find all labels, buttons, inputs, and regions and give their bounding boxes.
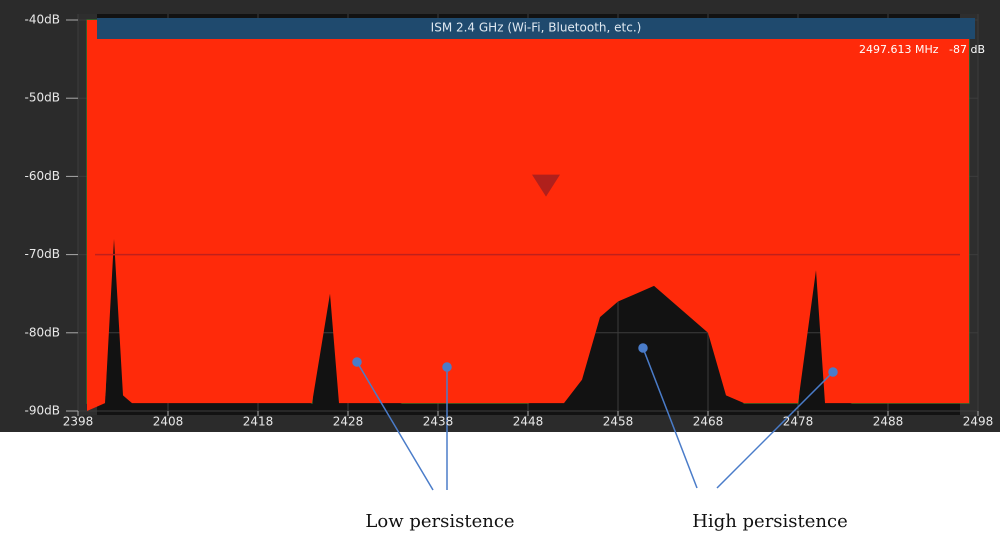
x-tick-label: 2418 [243,415,274,429]
y-tick-label: -50dB [25,91,60,105]
x-tick-label: 2428 [333,415,364,429]
y-tick-label: -70dB [25,247,60,261]
annotation: Low persistence [365,511,514,532]
y-tick-label: -80dB [25,325,60,339]
y-tick-label: -90dB [25,404,60,418]
marker [532,174,560,197]
band-bar [97,18,975,39]
band-label: ISM 2.4 GHz (Wi-Fi, Bluetooth, etc.) [431,21,642,35]
x-tick-label: 2398 [63,415,94,429]
x-tick-label: 2458 [603,415,634,429]
x-tick-label: 2488 [873,415,904,429]
x-tick-label: 2468 [693,415,724,429]
pointers [352,343,838,491]
x-tick-label: 2478 [783,415,814,429]
x-tick-label: 2408 [153,415,184,429]
x-tick-label: 2438 [423,415,454,429]
readout: 2497.613 MHz -87 dB [859,43,985,56]
x-tick-label: 2498 [963,415,994,429]
y-tick-label: -40dB [25,13,60,27]
y-tick-label: -60dB [25,169,60,183]
annotation: High persistence [692,511,848,532]
spectrum-area [87,20,969,411]
x-tick-label: 2448 [513,415,544,429]
